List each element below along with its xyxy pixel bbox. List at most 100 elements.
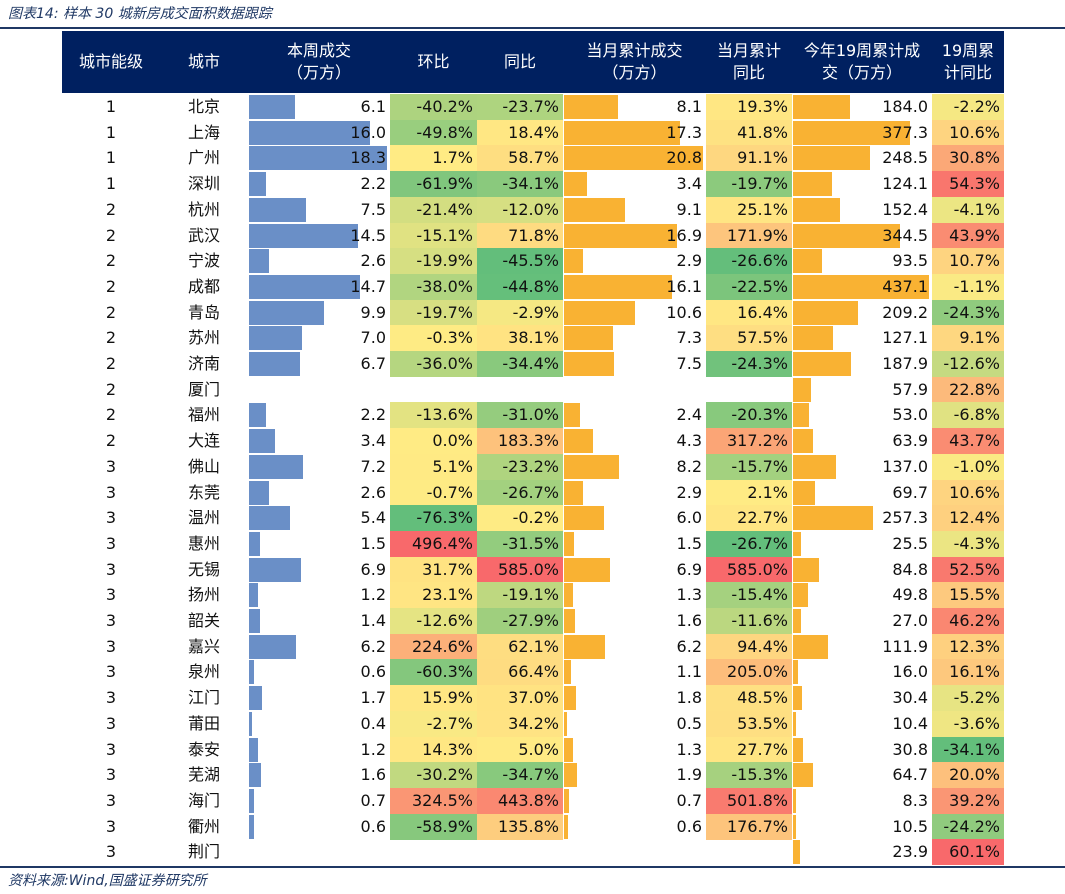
month-volume-bar	[564, 737, 573, 762]
ytd-yoy-cell: 12.3%	[932, 633, 1004, 660]
weekly-volume-value: 0.6	[360, 662, 386, 682]
month-volume-bar	[564, 454, 619, 479]
month-yoy-cell: 57.5%	[706, 325, 792, 352]
ytd-yoy-cell: -5.2%	[932, 685, 1004, 712]
header-ytd-yoy: 19周累 计同比	[941, 41, 995, 82]
ytd-yoy-cell: 22.8%	[932, 376, 1004, 403]
wow-change-cell: 14.3%	[390, 736, 477, 763]
weekly-volume-cell	[248, 377, 390, 403]
month-yoy-cell: 25.1%	[706, 196, 792, 223]
ytd-yoy-cell: -24.2%	[932, 813, 1004, 840]
yoy-change-cell: -12.0%	[477, 196, 563, 223]
weekly-volume-value: 3.4	[360, 431, 386, 451]
month-volume-value: 16.1	[666, 276, 702, 296]
yoy-change-cell: 18.4%	[477, 119, 563, 146]
wow-change-cell: -0.3%	[390, 325, 477, 352]
weekly-volume-bar	[249, 274, 360, 299]
month-volume-bar	[564, 660, 572, 685]
city-level-cell: 1	[105, 97, 117, 116]
month-yoy-cell: 16.4%	[706, 299, 792, 326]
weekly-volume-cell: 2.6	[248, 248, 390, 274]
city-level-cell: 3	[105, 559, 117, 579]
weekly-volume-value: 9.9	[360, 302, 386, 322]
weekly-volume-bar	[249, 352, 300, 376]
weekly-volume-value: 7.5	[360, 199, 386, 219]
ytd-volume-bar	[793, 326, 833, 351]
city-name-cell: 无锡	[187, 559, 220, 579]
weekly-volume-value: 6.7	[360, 354, 386, 373]
month-volume-bar	[564, 172, 587, 197]
weekly-volume-bar	[249, 583, 259, 608]
weekly-volume-value: 0.6	[360, 816, 386, 836]
table-row: 2 厦门 57.9 22.8%	[0, 376, 1065, 403]
month-volume-bar	[564, 352, 615, 376]
ytd-volume-cell: 10.5	[792, 814, 932, 840]
header-level: 城市能级	[78, 52, 143, 71]
ytd-yoy-cell: 10.7%	[932, 248, 1004, 275]
month-volume-value: 1.5	[676, 533, 702, 553]
table-row: 3 泉州 0.6 -60.3% 66.4% 1.1 205.0% 16.0 16.1%	[0, 659, 1065, 686]
month-volume-value: 1.6	[676, 611, 702, 630]
ytd-yoy-cell: -1.1%	[932, 273, 1004, 300]
month-volume-value: 16.9	[666, 225, 702, 245]
month-volume-value: 7.3	[676, 328, 702, 348]
month-volume-cell: 1.3	[563, 582, 706, 608]
ytd-volume-value: 69.7	[892, 482, 928, 502]
weekly-volume-cell: 1.2	[248, 737, 390, 763]
month-yoy-cell: -15.4%	[706, 582, 792, 609]
weekly-volume-bar	[249, 326, 302, 351]
month-volume-bar	[564, 120, 680, 145]
month-yoy-cell: -15.7%	[706, 453, 792, 480]
city-level-cell: 1	[105, 122, 117, 142]
city-level-cell: 2	[105, 328, 117, 348]
yoy-change-cell: -34.7%	[477, 762, 563, 789]
ytd-volume-bar	[793, 172, 832, 197]
month-yoy-cell: -26.6%	[706, 248, 792, 275]
table-row: 3 海门 0.7 324.5% 443.8% 0.7 501.8% 8.3 39.2%	[0, 787, 1065, 814]
month-volume-cell: 6.0	[563, 505, 706, 531]
month-volume-bar	[564, 95, 619, 119]
header-month: 当月累计成交 （万方）	[586, 41, 683, 82]
ytd-volume-cell: 27.0	[792, 608, 932, 634]
yoy-change-cell	[477, 839, 563, 865]
table-row: 1 上海 16.0 -49.8% 18.4% 17.3 41.8% 377.3 10.6%	[0, 119, 1065, 146]
month-volume-value: 1.8	[676, 688, 702, 708]
weekly-volume-cell: 1.6	[248, 762, 390, 788]
ytd-volume-bar	[793, 660, 798, 685]
month-volume-value: 1.3	[676, 585, 702, 605]
city-name-cell: 扬州	[187, 585, 220, 605]
weekly-volume-value: 5.4	[360, 508, 386, 528]
month-yoy-cell: -15.3%	[706, 762, 792, 789]
city-name-cell: 北京	[187, 97, 220, 116]
top-rule	[0, 27, 1065, 29]
ytd-volume-value: 16.0	[892, 662, 928, 682]
month-volume-bar	[564, 557, 611, 582]
month-volume-value: 6.0	[676, 508, 702, 528]
wow-change-cell: -40.2%	[390, 94, 477, 120]
city-name-cell: 杭州	[187, 199, 220, 219]
month-yoy-cell: 585.0%	[706, 556, 792, 583]
city-name-cell: 泰安	[187, 739, 220, 759]
ytd-volume-bar	[793, 403, 810, 428]
table-row: 2 福州 2.2 -13.6% -31.0% 2.4 -20.3% 53.0 -6.8%	[0, 402, 1065, 429]
city-name-cell: 大连	[187, 431, 220, 451]
month-volume-bar	[564, 403, 581, 428]
weekly-volume-bar	[249, 531, 261, 556]
ytd-yoy-cell: 12.4%	[932, 505, 1004, 532]
city-name-cell: 成都	[187, 276, 220, 296]
city-name-cell: 海门	[187, 790, 220, 810]
yoy-change-cell: 5.0%	[477, 736, 563, 763]
month-volume-cell: 2.9	[563, 248, 706, 274]
weekly-volume-cell: 6.7	[248, 351, 390, 377]
ytd-yoy-cell: -6.8%	[932, 402, 1004, 429]
ytd-yoy-cell: 46.2%	[932, 608, 1004, 634]
month-yoy-cell: -20.3%	[706, 402, 792, 429]
month-yoy-cell: 91.1%	[706, 145, 792, 172]
yoy-change-cell: -19.1%	[477, 582, 563, 609]
table-row: 3 韶关 1.4 -12.6% -27.9% 1.6 -11.6% 27.0 46.2%	[0, 608, 1065, 634]
weekly-volume-cell: 2.6	[248, 480, 390, 506]
ytd-volume-cell: 377.3	[792, 120, 932, 146]
month-volume-bar	[564, 326, 613, 351]
weekly-volume-bar	[249, 197, 306, 222]
wow-change-cell: 31.7%	[390, 556, 477, 583]
